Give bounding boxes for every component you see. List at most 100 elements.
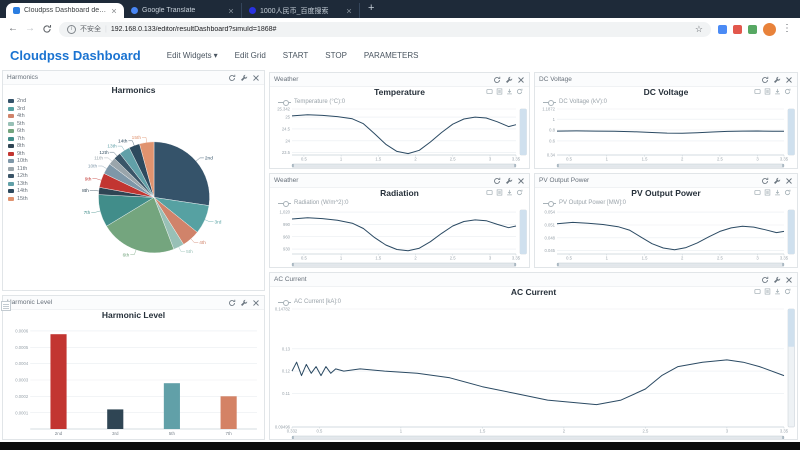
- harmonic-level-chart[interactable]: 0.0006 0.0005 0.0004 0.0003 0.0002 0.0001 2nd 3…: [3, 321, 264, 440]
- legend-item[interactable]: 4th: [8, 113, 44, 119]
- radiation-chart[interactable]: 1,020 990 960 930 0.5 1 1.5 2 2.5 3 3.35: [270, 207, 529, 267]
- data-view-icon[interactable]: [764, 288, 771, 295]
- restore-icon[interactable]: [784, 88, 791, 95]
- refresh-icon[interactable]: [493, 177, 501, 185]
- close-icon[interactable]: [785, 177, 793, 185]
- legend-item[interactable]: 5th: [8, 121, 44, 127]
- legend-label: Temperature (°C):0: [294, 99, 346, 105]
- legend-item[interactable]: 7th: [8, 136, 44, 142]
- data-view-icon[interactable]: [764, 88, 771, 95]
- panel-harmonics[interactable]: Harmonics Harmonics 2nd 3rd 4th 5th 6th 7th 8t…: [2, 70, 265, 291]
- browser-menu-icon[interactable]: ⋮: [782, 23, 792, 34]
- close-icon[interactable]: [517, 76, 525, 84]
- menu-edit-widgets[interactable]: Edit Widgets ▾: [167, 51, 218, 60]
- tab-close-icon[interactable]: [111, 8, 117, 14]
- panel-dc-voltage[interactable]: DC Voltage DC Voltage DC Voltage (kV):0 …: [534, 72, 798, 169]
- panel-radiation[interactable]: Weather Radiation Radiation (W/m^2):0 1,…: [269, 173, 530, 268]
- svg-text:24.5: 24.5: [282, 127, 291, 132]
- legend-item[interactable]: 11th: [8, 166, 44, 172]
- menu-stop[interactable]: STOP: [325, 50, 347, 60]
- tab-close-icon[interactable]: [228, 8, 234, 14]
- legend-item[interactable]: 6th: [8, 128, 44, 134]
- data-view-icon[interactable]: [764, 189, 771, 196]
- extension-icon-red[interactable]: [733, 24, 742, 34]
- save-image-icon[interactable]: [506, 88, 513, 95]
- settings-icon[interactable]: [773, 276, 781, 284]
- settings-icon[interactable]: [773, 177, 781, 185]
- svg-text:0.048: 0.048: [545, 235, 556, 240]
- panel-ac-current[interactable]: AC Current AC Current AC Current [kA]:0 …: [269, 272, 798, 440]
- zoom-select-icon[interactable]: [754, 288, 761, 295]
- legend-item[interactable]: 10th: [8, 158, 44, 164]
- close-icon[interactable]: [785, 76, 793, 84]
- tab-cloudpss-dashboard[interactable]: Cloudpss Dashboard demo: [6, 3, 124, 18]
- menu-edit-grid[interactable]: Edit Grid: [234, 50, 266, 60]
- legend-item[interactable]: 13th: [8, 181, 44, 187]
- save-image-icon[interactable]: [506, 189, 513, 196]
- close-icon[interactable]: [252, 74, 260, 82]
- dc-voltage-chart[interactable]: 1.1872 1 0.8 0.6 0.34 0.5 1 1.5 2 2.5 3 3.35: [535, 106, 797, 168]
- restore-icon[interactable]: [516, 88, 523, 95]
- pv-output-chart[interactable]: 0.054 0.051 0.048 0.045 0.5 1 1.5 2 2.5 3 3.35: [535, 207, 797, 267]
- info-icon[interactable]: i: [67, 24, 76, 34]
- restore-icon[interactable]: [516, 189, 523, 196]
- panel-harmonic-level[interactable]: Harmonic Level Harmonic Level 0.0006 0.00…: [2, 295, 265, 440]
- restore-icon[interactable]: [784, 288, 791, 295]
- legend-item[interactable]: 12th: [8, 173, 44, 179]
- menu-start[interactable]: START: [282, 50, 309, 60]
- zoom-select-icon[interactable]: [754, 189, 761, 196]
- legend-item[interactable]: 3rd: [8, 106, 44, 112]
- url-field[interactable]: i 不安全 | 192.168.0.133/editor/resultDashb…: [59, 21, 711, 37]
- refresh-icon[interactable]: [228, 299, 236, 307]
- save-image-icon[interactable]: [774, 189, 781, 196]
- new-tab-button[interactable]: +: [368, 2, 375, 14]
- temperature-chart[interactable]: 25.342 25 24.5 24 23.5 0.5 1 1.5 2 2.5 3 3.35: [270, 106, 529, 168]
- chart-legend[interactable]: AC Current [kA]:0: [270, 298, 797, 306]
- menu-parameters[interactable]: PARAMETERS: [363, 50, 419, 60]
- save-image-icon[interactable]: [774, 88, 781, 95]
- settings-icon[interactable]: [505, 76, 513, 84]
- settings-icon[interactable]: [505, 177, 513, 185]
- refresh-icon[interactable]: [493, 76, 501, 84]
- settings-icon[interactable]: [773, 76, 781, 84]
- refresh-icon[interactable]: [761, 177, 769, 185]
- save-image-icon[interactable]: [774, 288, 781, 295]
- zoom-select-icon[interactable]: [486, 189, 493, 196]
- refresh-icon[interactable]: [228, 74, 236, 82]
- data-view-icon[interactable]: [496, 88, 503, 95]
- close-icon[interactable]: [785, 276, 793, 284]
- tab-baidu-search[interactable]: 1000人民币_百度搜索: [242, 3, 360, 18]
- settings-icon[interactable]: [240, 299, 248, 307]
- legend-item[interactable]: 8th: [8, 143, 44, 149]
- chart-legend[interactable]: DC Voltage (kV):0: [535, 98, 797, 106]
- refresh-icon[interactable]: [761, 76, 769, 84]
- tab-google-translate[interactable]: Google Translate: [124, 3, 242, 18]
- zoom-select-icon[interactable]: [486, 88, 493, 95]
- panel-pv-output[interactable]: PV Output Power PV Output Power PV Outpu…: [534, 173, 798, 268]
- restore-icon[interactable]: [784, 189, 791, 196]
- legend-item[interactable]: 9th: [8, 151, 44, 157]
- extension-icon-green[interactable]: [748, 24, 757, 34]
- settings-icon[interactable]: [240, 74, 248, 82]
- harmonics-pie-chart[interactable]: 2nd 3rd 4th 5th 6th 7th 8th 9th 10th 11th12th13th…: [44, 96, 264, 291]
- bookmark-star-icon[interactable]: ☆: [694, 23, 703, 34]
- close-icon[interactable]: [517, 177, 525, 185]
- refresh-icon[interactable]: [761, 276, 769, 284]
- data-view-icon[interactable]: [496, 189, 503, 196]
- chart-legend[interactable]: PV Output Power [MW]:0: [535, 199, 797, 207]
- widget-handle-icon[interactable]: [1, 301, 11, 311]
- extension-icon-blue[interactable]: [718, 24, 727, 34]
- back-icon[interactable]: ←: [8, 23, 18, 34]
- close-icon[interactable]: [252, 299, 260, 307]
- chart-legend[interactable]: Temperature (°C):0: [270, 98, 529, 106]
- tab-close-icon[interactable]: [346, 8, 352, 14]
- profile-avatar[interactable]: [763, 22, 776, 36]
- legend-item[interactable]: 2nd: [8, 98, 44, 104]
- panel-temperature[interactable]: Weather Temperature Temperature (°C):0 2…: [269, 72, 530, 169]
- reload-icon[interactable]: [42, 24, 52, 34]
- legend-item[interactable]: 15th: [8, 196, 44, 202]
- legend-item[interactable]: 14th: [8, 188, 44, 194]
- chart-legend[interactable]: Radiation (W/m^2):0: [270, 199, 529, 207]
- zoom-select-icon[interactable]: [754, 88, 761, 95]
